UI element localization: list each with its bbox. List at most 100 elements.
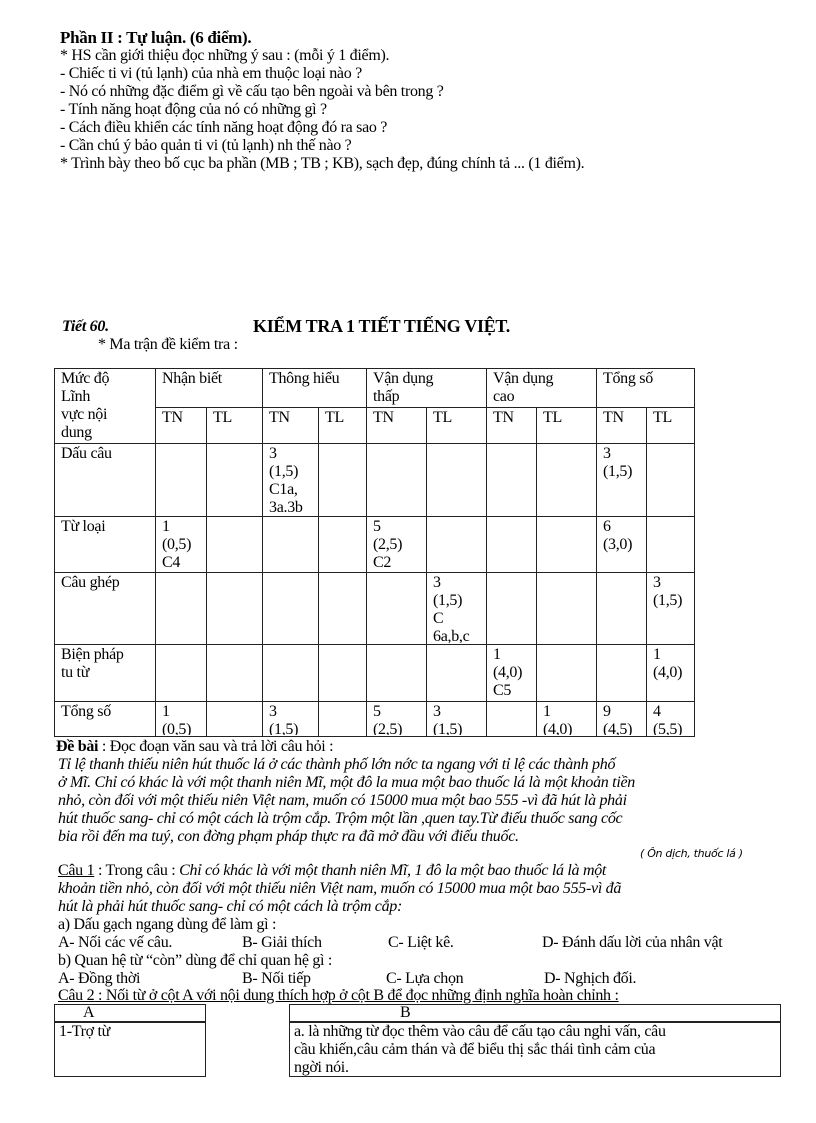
matrix-cell: 3 (1,5) C 6a,b,c xyxy=(426,572,487,645)
matrix-cell: 5 (2,5) C2 xyxy=(366,516,427,573)
matrix-cell xyxy=(536,516,597,573)
matrix-cell xyxy=(206,572,263,645)
matrix-cell xyxy=(262,516,319,573)
matrix-level-header: Vận dụng thấp xyxy=(366,368,487,408)
matrix-cell: 3 (1,5) C1a, 3a.3b xyxy=(262,443,319,517)
q1b-option-d: D- Nghịch đối. xyxy=(544,970,637,987)
q1-heading: Câu 1 : Trong câu : Chỉ có khác là với m… xyxy=(58,862,606,880)
matrix-row-label: Tổng số xyxy=(54,701,156,737)
cell-text: 3 (1,5) xyxy=(603,445,633,480)
matrix-level-header: Vận dụng cao xyxy=(486,368,597,408)
cell-text xyxy=(325,703,360,735)
matrix-cell: 4 (5,5) xyxy=(646,701,695,737)
matrix-cell xyxy=(155,572,207,645)
part2-line: - Chiếc ti vi (tủ lạnh) của nhà em thuộc… xyxy=(60,65,362,82)
col-b-label: B xyxy=(400,1004,411,1021)
matrix-cell xyxy=(206,701,263,737)
matrix-cell: 3 (1,5) xyxy=(596,443,647,517)
matrix-row-label: Biện pháp tu từ xyxy=(54,644,156,702)
matrix-cell xyxy=(426,644,487,702)
cell-text xyxy=(373,574,420,643)
cell-text xyxy=(373,445,420,515)
col-a-label: A xyxy=(83,1004,95,1021)
cell-text: 5 (2,5) xyxy=(373,703,403,735)
q1-quote: hút là phải hút thuốc sang- chỉ có một c… xyxy=(58,898,403,915)
cell-text xyxy=(162,646,200,700)
cell-text xyxy=(543,646,590,700)
task-heading: Đề bài : Đọc đoạn văn sau và trả lời câu… xyxy=(56,738,334,756)
matrix-subheader: TL xyxy=(536,406,597,444)
matrix-cell: 1 (4,0) xyxy=(646,644,695,702)
cell-text: 1 (4,0) C5 xyxy=(493,646,523,699)
part2-line: - Cách điều khiển các tính năng hoạt độn… xyxy=(60,119,388,136)
matrix-cell: 9 (4,5) xyxy=(596,701,647,737)
matrix-cell xyxy=(536,443,597,517)
cell-text: Tổng số xyxy=(603,370,653,387)
cell-text: TL xyxy=(653,408,672,426)
matrix-row: Dấu câu 3 (1,5) C1a, 3a.3b 3 (1,5) xyxy=(54,443,695,517)
passage-line: bia rồi đến ma tuý, con đờng phạm pháp t… xyxy=(58,828,519,845)
cell-text xyxy=(325,574,360,643)
matrix-subheader: TN xyxy=(262,406,319,444)
task-instruction: : Đọc đoạn văn sau và trả lời câu hỏi : xyxy=(98,738,334,755)
q2-col-a-cell: 1-Trợ từ xyxy=(54,1021,206,1077)
matrix-row: Câu ghép 3 (1,5) C 6a,b,c 3 (1,5) xyxy=(54,572,695,645)
matrix-cell: 3 (1,5) xyxy=(262,701,319,737)
cell-text xyxy=(373,646,420,700)
matrix-cell xyxy=(536,644,597,702)
q2-label: Câu 2 xyxy=(58,987,95,1004)
matrix-cell xyxy=(318,443,367,517)
lesson-number: Tiết 60. xyxy=(62,318,109,335)
passage-line: Tỉ lệ thanh thiếu niên hút thuốc lá ở cá… xyxy=(58,756,616,773)
matrix-subheader-row: TN TL TN TL TN TL TN TL TN TL xyxy=(55,406,695,444)
matrix-row: Biện pháp tu từ 1 (4,0) C5 1 (4,0) xyxy=(54,644,695,702)
matrix-cell xyxy=(318,644,367,702)
q2-text: : Nối từ ở cột A với nội dung thích hợp … xyxy=(94,987,619,1004)
matrix-cell xyxy=(426,443,487,517)
cell-text: Từ loại xyxy=(61,518,106,535)
q1a-question: a) Dấu gạch ngang dùng để làm gì : xyxy=(58,916,277,933)
cell-text: 1 (4,0) xyxy=(653,646,683,681)
q2-col-b-header: B xyxy=(289,1004,781,1023)
matrix-row-label: Câu ghép xyxy=(54,572,156,645)
cell-text xyxy=(433,445,480,515)
matrix-cell xyxy=(366,572,427,645)
q1a-option-c: C- Liệt kê. xyxy=(388,934,454,951)
cell-text: 1 (0,5) C4 xyxy=(162,518,192,571)
q1-label: Câu 1 xyxy=(58,862,95,879)
passage-source: ( Ôn dịch, thuốc lá ) xyxy=(640,847,743,860)
matrix-row-label: Từ loại xyxy=(54,516,156,573)
part2-line: * HS cần giới thiệu đọc những ý sau : (m… xyxy=(60,47,390,64)
matrix-cell xyxy=(206,443,263,517)
q2-col-a-header: A xyxy=(54,1004,206,1023)
matrix-cell xyxy=(426,516,487,573)
q1a-option-b: B- Giải thích xyxy=(242,934,322,951)
matrix-cell: 1 (4,0) xyxy=(536,701,597,737)
cell-text: TN xyxy=(603,408,624,426)
matrix-cell xyxy=(366,644,427,702)
cell-text xyxy=(325,445,360,515)
cell-text xyxy=(543,574,590,643)
cell-text xyxy=(213,646,256,700)
cell-text xyxy=(653,445,688,515)
passage-line: nhỏ, còn đối với một thiếu niên Việt nam… xyxy=(58,792,627,809)
cell-text: TL xyxy=(433,408,452,426)
matrix-cell: 3 (1,5) xyxy=(426,701,487,737)
matrix-cell xyxy=(596,572,647,645)
passage-line: ở Mĩ. Chỉ có khác là với một thanh niên … xyxy=(58,774,635,791)
cell-text: 9 (4,5) xyxy=(603,703,633,735)
part2-title: Phần II : Tự luận. (6 điểm). xyxy=(60,28,252,47)
cell-text: TL xyxy=(325,408,344,426)
cell-text: 5 (2,5) C2 xyxy=(373,518,403,571)
matrix-subheader: TN xyxy=(596,406,647,444)
matrix-cell xyxy=(486,443,537,517)
q1b-option-a: A- Đồng thời xyxy=(58,970,141,987)
b1-definition: a. là những từ đọc thêm vào câu để cấu t… xyxy=(294,1023,666,1076)
matrix-row: Từ loại 1 (0,5) C4 5 (2,5) C2 6 (3,0) xyxy=(54,516,695,573)
exam-title: KIỂM TRA 1 TIẾT TIẾNG VIỆT. xyxy=(253,316,511,336)
cell-text: 3 (1,5) C1a, 3a.3b xyxy=(269,445,303,515)
matrix-table: Mức độ Lĩnh vực nội dung Nhận biết Thông h… xyxy=(54,368,695,737)
matrix-cell xyxy=(366,443,427,517)
passage-line: hút thuốc sang- chỉ có một cách là trộm … xyxy=(58,810,623,827)
cell-text: Dấu câu xyxy=(61,445,112,462)
